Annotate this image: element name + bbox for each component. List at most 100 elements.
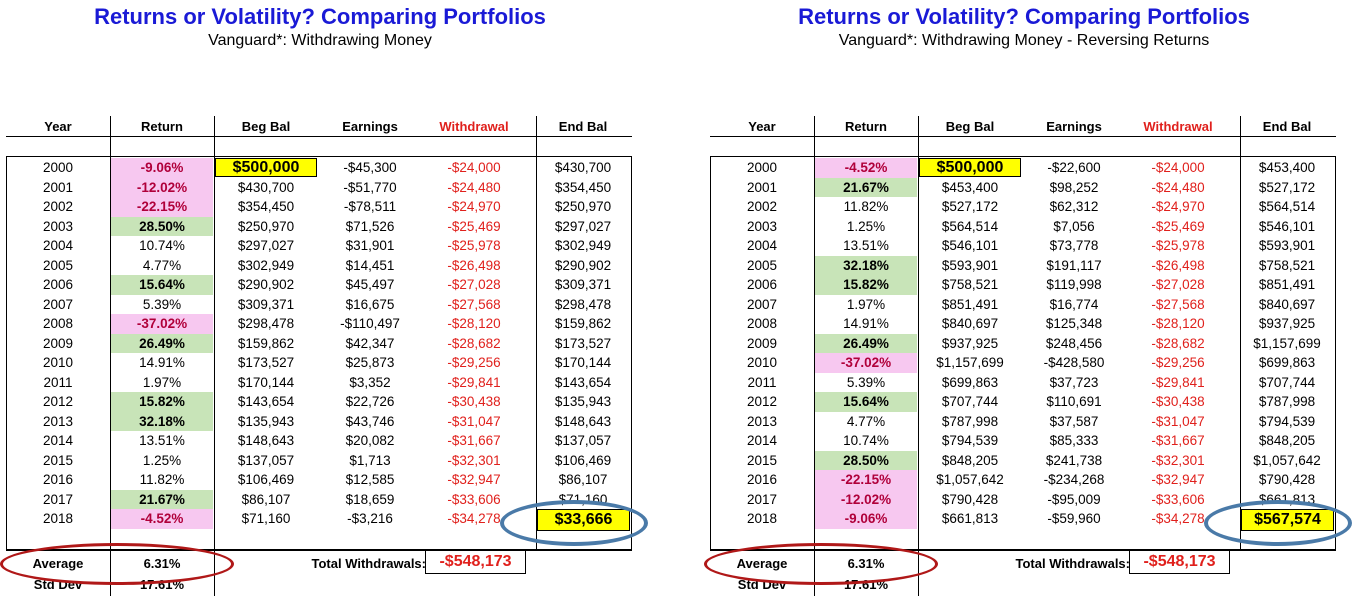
column-header: End Bal: [558, 119, 608, 134]
year-cell: 2006: [746, 277, 778, 292]
earnings-cell: $18,659: [345, 491, 395, 507]
column-divider: [110, 116, 111, 596]
beg-bal-cell: $309,371: [237, 296, 295, 312]
return-cell: 5.39%: [142, 296, 182, 312]
return-shade: [815, 255, 917, 275]
withdrawal-cell: -$25,469: [447, 218, 501, 234]
return-shade: [815, 509, 917, 529]
column-header: Return: [141, 119, 183, 134]
earnings-cell: -$3,216: [347, 511, 393, 526]
year-cell: 2001: [746, 179, 778, 195]
table-header: Year Return Beg Bal Earnings Withdrawal End B…: [6, 116, 632, 137]
earnings-cell: $241,738: [1045, 452, 1103, 468]
year-cell: 2005: [42, 257, 74, 273]
return-cell: 1.97%: [846, 296, 886, 312]
withdrawal-cell: -$32,947: [1151, 472, 1205, 487]
return-shade: [815, 158, 917, 178]
return-cell: 1.25%: [846, 218, 886, 234]
table-row: 2015 1.25% $137,057 $1,713 -$32,301 $106,469: [6, 451, 630, 471]
column-header: Earnings: [1046, 119, 1102, 134]
table-row: 2012 15.82% $143,654 $22,726 -$30,438 $135,94…: [6, 392, 630, 412]
end-bal-cell: $1,057,642: [1253, 452, 1321, 468]
beg-bal-cell: $297,027: [237, 238, 295, 253]
return-shade: [815, 392, 917, 412]
table-header: Year Return Beg Bal Earnings Withdrawal End B…: [710, 116, 1336, 137]
return-cell: 26.49%: [843, 335, 889, 351]
table-row: 2010 14.91% $173,527 $25,873 -$29,256 $170,14…: [6, 353, 630, 373]
withdrawal-cell: -$31,047: [447, 413, 501, 429]
withdrawal-cell: -$33,606: [1151, 491, 1205, 507]
table-row: 2010 -37.02% $1,157,699 -$428,580 -$29,256 $6…: [710, 353, 1334, 373]
end-bal-cell: $148,643: [554, 413, 612, 429]
column-divider: [214, 116, 215, 596]
year-cell: 2013: [746, 413, 778, 429]
return-shade: [111, 333, 213, 353]
return-shade: [111, 489, 213, 509]
beg-bal-cell: $106,469: [237, 472, 295, 487]
withdrawal-cell: -$27,568: [447, 296, 501, 312]
end-bal-cell: $546,101: [1258, 218, 1316, 234]
earnings-cell: $1,713: [349, 452, 391, 468]
withdrawal-cell: -$27,028: [447, 277, 501, 292]
withdrawal-cell: -$29,841: [447, 374, 501, 390]
year-cell: 2004: [42, 238, 74, 253]
withdrawal-cell: -$28,682: [1151, 335, 1205, 351]
end-bal-cell: $790,428: [1258, 472, 1316, 487]
earnings-cell: -$110,497: [340, 316, 400, 331]
year-cell: 2012: [746, 394, 778, 409]
total-withdrawals-value: -$548,173: [425, 550, 526, 574]
earnings-cell: $12,585: [345, 472, 395, 487]
end-bal-cell: $593,901: [1258, 238, 1316, 253]
return-cell: -4.52%: [140, 511, 184, 526]
starting-balance-highlight: $500,000: [919, 158, 1021, 177]
earnings-cell: -$428,580: [1043, 355, 1105, 370]
year-cell: 2007: [746, 296, 778, 312]
column-header: Beg Bal: [945, 119, 995, 134]
return-cell: 15.82%: [139, 394, 185, 409]
return-shade: [815, 275, 917, 295]
return-cell: 10.74%: [843, 433, 889, 448]
year-cell: 2005: [746, 257, 778, 273]
table-row: 2013 32.18% $135,943 $43,746 -$31,047 $148,64…: [6, 411, 630, 431]
footer-divider: [6, 550, 632, 551]
column-header: Return: [845, 119, 887, 134]
beg-bal-cell: $707,744: [941, 394, 999, 409]
withdrawal-cell: -$25,978: [1151, 238, 1205, 253]
end-bal-cell: $564,514: [1258, 199, 1316, 214]
year-cell: 2001: [42, 179, 74, 195]
beg-bal-cell: $758,521: [941, 277, 999, 292]
return-shade: [111, 216, 213, 236]
end-bal-cell: $106,469: [554, 452, 612, 468]
beg-bal-cell: $159,862: [237, 335, 295, 351]
end-bal-cell: $309,371: [554, 277, 612, 292]
beg-bal-cell: $173,527: [237, 355, 295, 370]
end-bal-cell: $527,172: [1258, 179, 1316, 195]
year-cell: 2012: [42, 394, 74, 409]
table-row: 2006 15.82% $758,521 $119,998 -$27,028 $851,4…: [710, 275, 1334, 295]
table-row: 2013 4.77% $787,998 $37,587 -$31,047 $794,539: [710, 412, 1334, 432]
beg-bal-cell: $170,144: [237, 374, 295, 390]
withdrawal-cell: -$24,000: [447, 160, 501, 175]
end-bal-cell: $302,949: [554, 238, 612, 253]
column-header: Year: [44, 119, 72, 134]
end-bal-cell: $173,527: [554, 335, 612, 351]
earnings-cell: $31,901: [345, 238, 395, 253]
return-cell: 13.51%: [139, 433, 185, 448]
end-bal-cell: $851,491: [1258, 277, 1316, 292]
year-cell: 2013: [42, 413, 74, 429]
withdrawal-cell: -$33,606: [447, 491, 501, 507]
column-header: Year: [748, 119, 776, 134]
return-shade: [111, 177, 213, 197]
beg-bal-cell: $143,654: [237, 394, 295, 409]
earnings-cell: $16,774: [1049, 296, 1099, 312]
column-divider: [1240, 116, 1241, 550]
beg-bal-cell: $593,901: [941, 257, 999, 273]
final-balance-circle-annotation: [1204, 500, 1352, 546]
return-cell: 21.67%: [139, 491, 185, 507]
earnings-cell: $25,873: [345, 355, 395, 370]
withdrawal-cell: -$32,301: [447, 452, 501, 468]
year-cell: 2003: [746, 218, 778, 234]
footer-divider: [710, 550, 1336, 551]
end-bal-cell: $250,970: [554, 199, 612, 214]
earnings-cell: -$59,960: [1047, 511, 1101, 526]
